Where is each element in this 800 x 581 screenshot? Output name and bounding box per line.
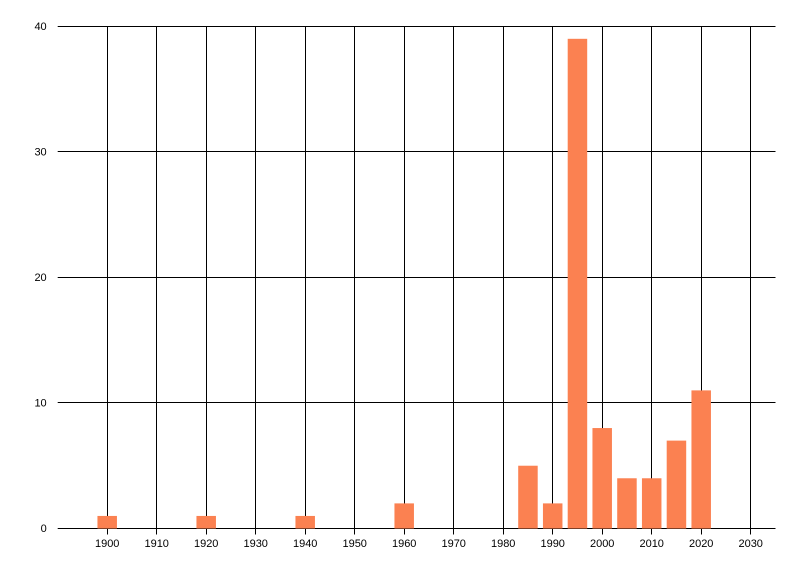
svg-text:1970: 1970: [441, 538, 465, 550]
svg-text:2000: 2000: [590, 538, 614, 550]
svg-text:1900: 1900: [95, 538, 119, 550]
svg-text:10: 10: [34, 397, 46, 409]
svg-text:0: 0: [41, 523, 47, 535]
svg-text:1980: 1980: [491, 538, 515, 550]
svg-text:40: 40: [34, 21, 46, 33]
svg-text:1930: 1930: [243, 538, 267, 550]
svg-text:1990: 1990: [540, 538, 564, 550]
svg-text:1940: 1940: [293, 538, 317, 550]
svg-text:1960: 1960: [392, 538, 416, 550]
svg-text:1950: 1950: [342, 538, 366, 550]
svg-text:20: 20: [34, 272, 46, 284]
svg-text:1920: 1920: [194, 538, 218, 550]
svg-text:2020: 2020: [689, 538, 713, 550]
svg-text:2010: 2010: [639, 538, 663, 550]
svg-text:30: 30: [34, 146, 46, 158]
svg-text:1910: 1910: [144, 538, 168, 550]
svg-text:2030: 2030: [738, 538, 762, 550]
